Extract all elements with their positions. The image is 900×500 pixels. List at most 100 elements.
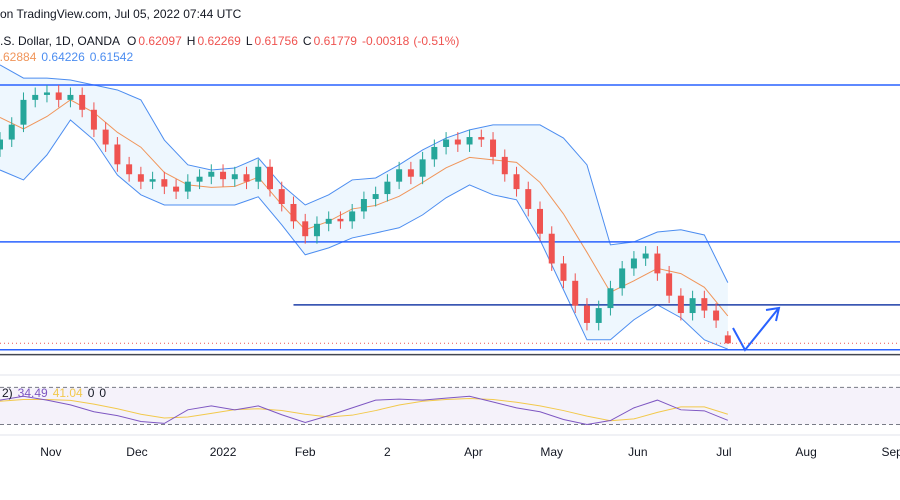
candle-body (208, 171, 215, 177)
x-tick-label: Sep (881, 445, 900, 459)
candle-body (537, 208, 543, 234)
candle-body (490, 139, 497, 157)
candle-body (290, 203, 297, 222)
candle-body (325, 218, 332, 224)
x-tick-label: Nov (40, 445, 61, 459)
candle-body (642, 253, 649, 259)
candle-body (196, 176, 203, 182)
candle-body (0, 139, 3, 150)
candle-body (407, 169, 414, 177)
candle-body (349, 211, 356, 222)
rsi-label: 2) (2, 386, 13, 400)
ohlc-label: L (246, 34, 253, 48)
candle-body (360, 199, 367, 212)
candle-body (724, 335, 731, 344)
candle-body (126, 164, 133, 175)
candle-body (560, 263, 567, 281)
candle-body (337, 218, 344, 222)
candle-body (372, 194, 379, 200)
x-tick-label: Feb (295, 445, 316, 459)
x-tick-label: Jul (716, 445, 731, 459)
rsi-other: 0 (99, 386, 106, 400)
candle-body (677, 295, 684, 314)
candle-body (572, 280, 579, 306)
bb-upper (0, 64, 729, 283)
ohlc-label: C (303, 34, 312, 48)
rsi-ma (0, 398, 728, 422)
candle-body (478, 137, 485, 140)
rsi-other: 0 (88, 386, 95, 400)
candle-body (384, 181, 391, 195)
candle-body (302, 221, 309, 237)
candle-body (8, 124, 15, 140)
rsi-band-fill (0, 387, 900, 425)
candle-body (396, 169, 403, 182)
candle-body (583, 305, 590, 323)
candle-body (20, 99, 27, 125)
candle-body (419, 159, 426, 177)
candle-body (607, 288, 614, 309)
candle-body (161, 179, 168, 187)
bb-lower (0, 119, 729, 350)
candle-body (55, 92, 62, 100)
candle-body (255, 166, 262, 182)
candle-body (595, 308, 602, 323)
symbol: .S. Dollar, 1D, OANDA (0, 34, 120, 48)
rsi-line (0, 395, 729, 425)
candle-body (431, 146, 438, 160)
candle-body (525, 189, 532, 209)
candle-body (149, 179, 156, 182)
bb-lower-value: 0.61542 (90, 50, 134, 64)
candle-body (630, 258, 637, 269)
x-tick-label: Jun (628, 445, 647, 459)
candle-body (243, 174, 250, 182)
candle-body (231, 174, 238, 180)
candle-body (701, 298, 708, 311)
ohlc-value: 0.61756 (255, 34, 299, 48)
candle-body (267, 166, 273, 190)
x-tick-label: 2 (384, 445, 391, 459)
candle-body (666, 273, 673, 296)
header: on TradingView.com, Jul 05, 2022 07:44 U… (0, 7, 242, 21)
candle-body (654, 253, 661, 274)
x-tick-label: Aug (795, 445, 816, 459)
candle-body (137, 174, 144, 182)
change: -0.00318 (362, 34, 410, 48)
candle-body (278, 189, 285, 204)
candle-body (102, 129, 109, 145)
candle-body (713, 310, 720, 321)
x-tick-label: Dec (126, 445, 147, 459)
candle-body (43, 92, 50, 95)
candle-body (67, 94, 74, 100)
candle-body (184, 181, 191, 192)
bb-basis-value: 0.62884 (0, 50, 37, 64)
candle-body (114, 144, 121, 165)
candle-body (79, 94, 86, 110)
rsi-ma-value: 41.04 (53, 386, 83, 400)
candle-body (513, 174, 520, 190)
ohlc-value: 0.62097 (138, 34, 182, 48)
ohlc-label: O (127, 34, 136, 48)
candle-body (619, 268, 626, 289)
candle-body (443, 139, 450, 147)
x-tick-label: May (540, 445, 563, 459)
candle-body (32, 94, 39, 100)
ohlc-value: 0.62269 (197, 34, 241, 48)
candle-body (313, 223, 320, 237)
candle-body (173, 186, 180, 192)
candle-body (220, 171, 227, 180)
ohlc-value: 0.61779 (314, 34, 358, 48)
candle-body (90, 109, 97, 130)
x-tick-label: 2022 (210, 445, 237, 459)
change-pct: (-0.51%) (413, 34, 459, 48)
candle-body (454, 139, 461, 145)
candle-body (501, 156, 508, 175)
bb-upper-value: 0.64226 (41, 50, 85, 64)
candle-body (466, 137, 473, 145)
ohlc-label: H (187, 34, 196, 48)
candle-body (548, 233, 555, 264)
arrow-head (765, 306, 781, 322)
candle-body (689, 298, 696, 314)
